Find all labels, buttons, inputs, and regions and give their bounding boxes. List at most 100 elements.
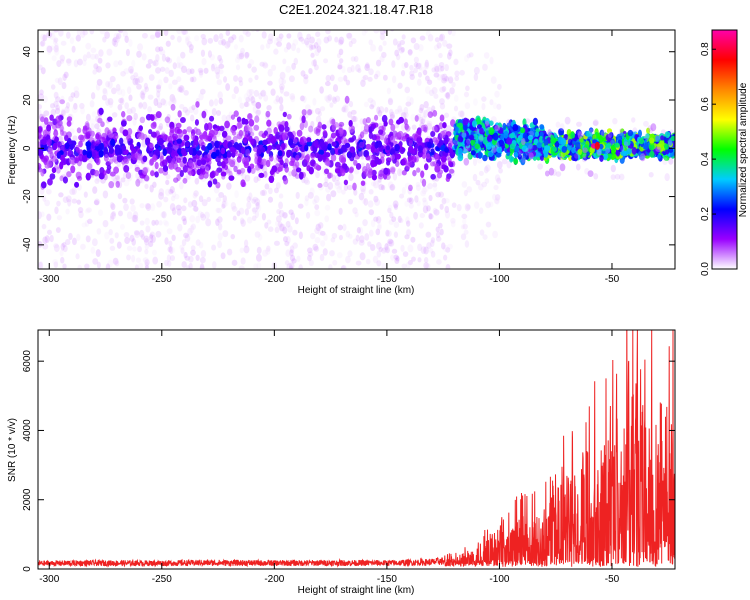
- heatmap-cell: [477, 151, 483, 159]
- heatmap-cell: [150, 170, 155, 177]
- heatmap-cell: [279, 103, 284, 112]
- heatmap-cell: [398, 116, 404, 124]
- heatmap-cell: [417, 243, 423, 252]
- heatmap-cell: [98, 49, 104, 57]
- heatmap-cell: [375, 216, 382, 224]
- heatmap-cell: [388, 184, 395, 191]
- heatmap-cell: [386, 160, 391, 166]
- heatmap-cell: [221, 39, 228, 45]
- heatmap-cell: [128, 94, 133, 102]
- heatmap-cell: [442, 122, 447, 129]
- heatmap-cell: [422, 205, 429, 214]
- heatmap-cell: [539, 124, 545, 130]
- heatmap-cell: [374, 156, 380, 165]
- heatmap-cell: [262, 249, 268, 257]
- heatmap-cell: [184, 141, 190, 148]
- heatmap-cell: [485, 221, 492, 228]
- heatmap-cell: [370, 219, 376, 228]
- heatmap-cell: [259, 189, 266, 196]
- heatmap-cell: [347, 184, 353, 191]
- heatmap-cell: [408, 197, 414, 205]
- heatmap-cell: [350, 65, 355, 73]
- heatmap-cell: [286, 33, 292, 39]
- heatmap-cell: [238, 52, 245, 60]
- heatmap-cell: [451, 202, 457, 208]
- heatmap-cell: [43, 155, 49, 162]
- heatmap-cell: [436, 172, 443, 179]
- heatmap-cell: [472, 173, 478, 182]
- heatmap-cell: [49, 45, 55, 51]
- heatmap-cell: [61, 81, 67, 90]
- heatmap-cell: [426, 120, 433, 127]
- heatmap-cell: [120, 89, 126, 97]
- heatmap-cell: [494, 174, 501, 182]
- heatmap-cell: [213, 98, 219, 106]
- heatmap-cell: [325, 158, 330, 166]
- heatmap-cell: [92, 69, 97, 75]
- heatmap-cell: [430, 148, 435, 155]
- heatmap-cell: [377, 221, 382, 229]
- heatmap-cell: [345, 79, 351, 86]
- heatmap-cell: [254, 30, 260, 32]
- heatmap-cell: [312, 59, 317, 67]
- heatmap-cell: [86, 151, 93, 159]
- heatmap-cell: [248, 93, 254, 101]
- heatmap-cell: [179, 104, 185, 110]
- heatmap-cell: [64, 142, 70, 150]
- heatmap-cell: [121, 120, 127, 127]
- heatmap-cell: [164, 220, 170, 227]
- heatmap-cell: [203, 117, 209, 124]
- heatmap-cell: [178, 85, 185, 93]
- heatmap-cell: [367, 97, 374, 103]
- heatmap-cell: [230, 114, 236, 120]
- heatmap-cell: [117, 30, 122, 33]
- heatmap-cell: [342, 223, 347, 232]
- heatmap-cell: [306, 33, 312, 40]
- heatmap-cell: [254, 74, 259, 81]
- heatmap-cell: [137, 76, 144, 84]
- heatmap-cell: [283, 177, 289, 185]
- heatmap-cell: [243, 93, 249, 100]
- heatmap-cell: [463, 189, 468, 197]
- heatmap-cell: [502, 122, 507, 131]
- heatmap-cell: [81, 222, 87, 228]
- heatmap-cell: [275, 95, 280, 103]
- heatmap-cell: [40, 181, 47, 189]
- heatmap-cell: [438, 61, 445, 68]
- heatmap-cell: [296, 47, 301, 54]
- heatmap-cell: [415, 184, 421, 191]
- heatmap-cell: [107, 132, 114, 138]
- heatmap-cell: [485, 201, 491, 209]
- heatmap-cell: [245, 148, 251, 157]
- heatmap-cell: [162, 219, 168, 226]
- heatmap-cell: [495, 152, 502, 158]
- heatmap-cell: [207, 142, 213, 151]
- heatmap-cell: [306, 137, 312, 143]
- heatmap-cell: [112, 257, 119, 265]
- heatmap-cell: [147, 59, 153, 65]
- heatmap-cell: [273, 99, 280, 105]
- heatmap-cell: [53, 100, 59, 108]
- heatmap-cell: [293, 138, 298, 144]
- heatmap-cell: [232, 215, 237, 221]
- heatmap-cell: [290, 43, 296, 52]
- heatmap-cell: [69, 188, 76, 195]
- heatmap-cell: [220, 171, 227, 177]
- heatmap-cell: [294, 147, 299, 153]
- heatmap-cell: [67, 198, 72, 207]
- heatmap-cell: [54, 107, 61, 115]
- heatmap-cell: [271, 143, 277, 150]
- heatmap-cell: [432, 182, 438, 188]
- heatmap-cell: [417, 78, 422, 86]
- heatmap-cell: [323, 233, 328, 242]
- heatmap-cell: [58, 30, 64, 37]
- heatmap-cell: [238, 80, 244, 87]
- heatmap-cell: [177, 86, 183, 93]
- heatmap-cell: [107, 97, 114, 106]
- heatmap-cell: [474, 143, 481, 150]
- heatmap-cell: [423, 100, 429, 109]
- heatmap-cell: [266, 219, 272, 225]
- heatmap-cell: [433, 93, 439, 99]
- heatmap-cell: [393, 254, 399, 260]
